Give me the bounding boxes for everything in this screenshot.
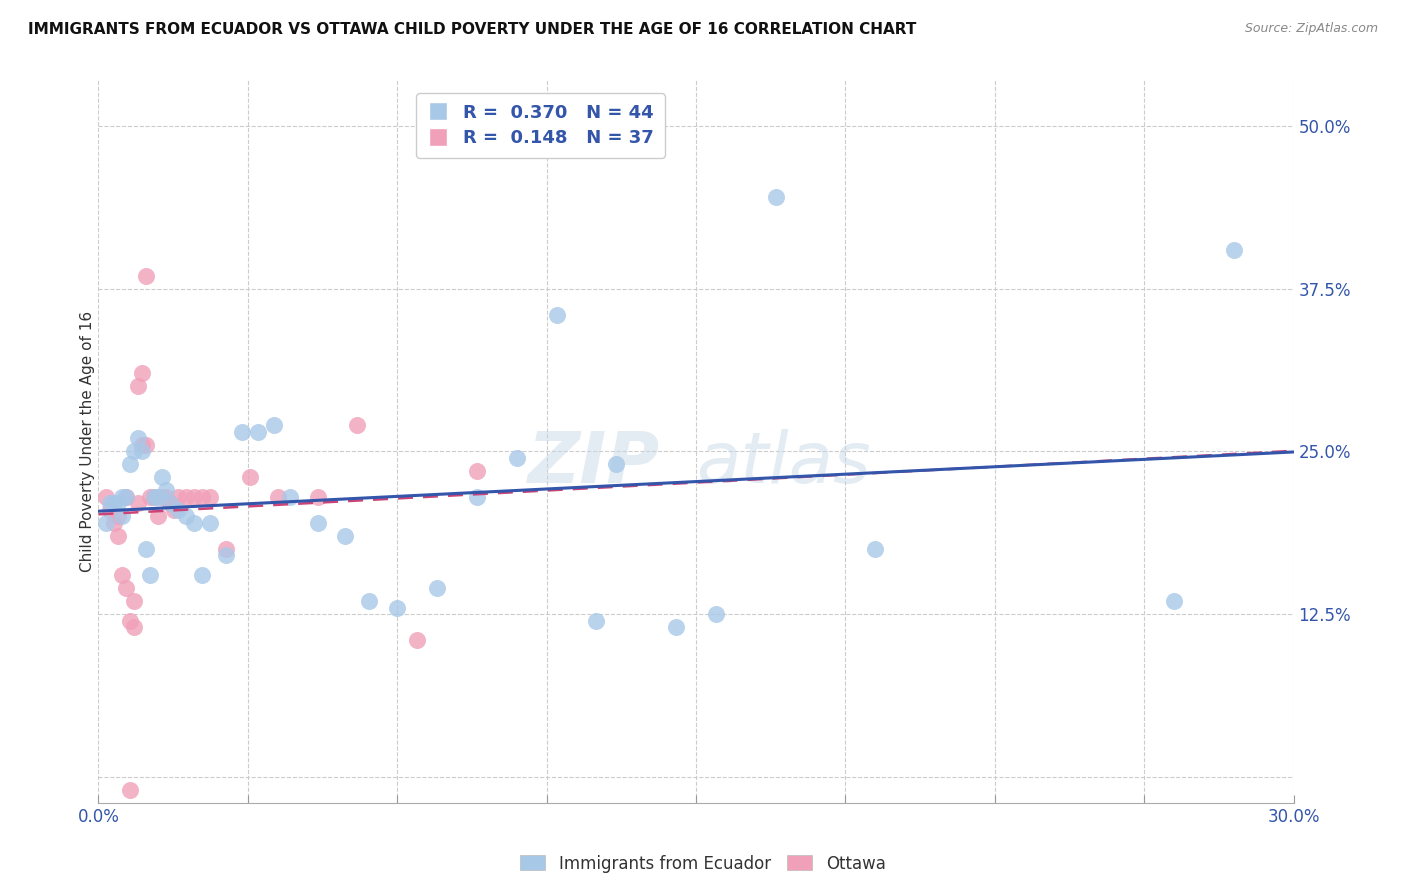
- Point: [215, 541, 238, 556]
- Point: [246, 425, 269, 439]
- Point: [131, 438, 153, 452]
- Point: [406, 633, 429, 648]
- Point: [183, 490, 205, 504]
- Point: [665, 620, 688, 634]
- Point: [127, 496, 149, 510]
- Point: [307, 516, 329, 530]
- Point: [143, 490, 166, 504]
- Text: Source: ZipAtlas.com: Source: ZipAtlas.com: [1244, 22, 1378, 36]
- Point: [191, 568, 214, 582]
- Point: [1223, 243, 1246, 257]
- Point: [174, 490, 197, 504]
- Point: [131, 366, 153, 380]
- Point: [148, 509, 170, 524]
- Point: [465, 490, 488, 504]
- Point: [120, 782, 142, 797]
- Point: [465, 464, 488, 478]
- Y-axis label: Child Poverty Under the Age of 16: Child Poverty Under the Age of 16: [80, 311, 94, 572]
- Point: [135, 438, 157, 452]
- Point: [111, 568, 134, 582]
- Point: [585, 614, 607, 628]
- Point: [124, 620, 146, 634]
- Point: [115, 490, 138, 504]
- Point: [107, 529, 129, 543]
- Point: [167, 490, 190, 504]
- Point: [111, 509, 134, 524]
- Point: [120, 458, 142, 472]
- Point: [174, 509, 197, 524]
- Point: [215, 549, 238, 563]
- Point: [159, 496, 181, 510]
- Point: [155, 490, 177, 504]
- Point: [546, 308, 568, 322]
- Point: [131, 444, 153, 458]
- Point: [135, 541, 157, 556]
- Legend: R =  0.370   N = 44, R =  0.148   N = 37: R = 0.370 N = 44, R = 0.148 N = 37: [416, 93, 665, 158]
- Point: [231, 425, 253, 439]
- Point: [605, 458, 627, 472]
- Point: [307, 490, 329, 504]
- Point: [267, 490, 290, 504]
- Point: [150, 490, 173, 504]
- Point: [704, 607, 727, 621]
- Point: [150, 470, 173, 484]
- Point: [278, 490, 301, 504]
- Point: [426, 581, 449, 595]
- Point: [139, 490, 162, 504]
- Point: [103, 496, 125, 510]
- Point: [115, 581, 138, 595]
- Point: [191, 490, 214, 504]
- Point: [127, 379, 149, 393]
- Point: [198, 490, 221, 504]
- Point: [111, 490, 134, 504]
- Point: [263, 418, 285, 433]
- Point: [198, 516, 221, 530]
- Point: [124, 444, 146, 458]
- Point: [98, 496, 122, 510]
- Point: [127, 431, 149, 445]
- Point: [96, 516, 118, 530]
- Point: [183, 516, 205, 530]
- Point: [167, 503, 190, 517]
- Point: [148, 490, 170, 504]
- Point: [124, 594, 146, 608]
- Point: [135, 268, 157, 283]
- Point: [359, 594, 381, 608]
- Point: [346, 418, 368, 433]
- Point: [143, 490, 166, 504]
- Point: [335, 529, 357, 543]
- Point: [155, 483, 177, 498]
- Point: [107, 509, 129, 524]
- Point: [96, 490, 118, 504]
- Point: [139, 568, 162, 582]
- Text: atlas: atlas: [696, 429, 870, 498]
- Point: [385, 600, 409, 615]
- Point: [163, 503, 186, 517]
- Point: [98, 503, 122, 517]
- Point: [239, 470, 262, 484]
- Point: [865, 541, 887, 556]
- Point: [506, 450, 529, 465]
- Point: [107, 496, 129, 510]
- Point: [159, 496, 181, 510]
- Point: [120, 614, 142, 628]
- Point: [103, 516, 125, 530]
- Text: ZIP: ZIP: [527, 429, 661, 498]
- Point: [765, 190, 787, 204]
- Legend: Immigrants from Ecuador, Ottawa: Immigrants from Ecuador, Ottawa: [513, 848, 893, 880]
- Point: [115, 490, 138, 504]
- Point: [1163, 594, 1185, 608]
- Text: IMMIGRANTS FROM ECUADOR VS OTTAWA CHILD POVERTY UNDER THE AGE OF 16 CORRELATION : IMMIGRANTS FROM ECUADOR VS OTTAWA CHILD …: [28, 22, 917, 37]
